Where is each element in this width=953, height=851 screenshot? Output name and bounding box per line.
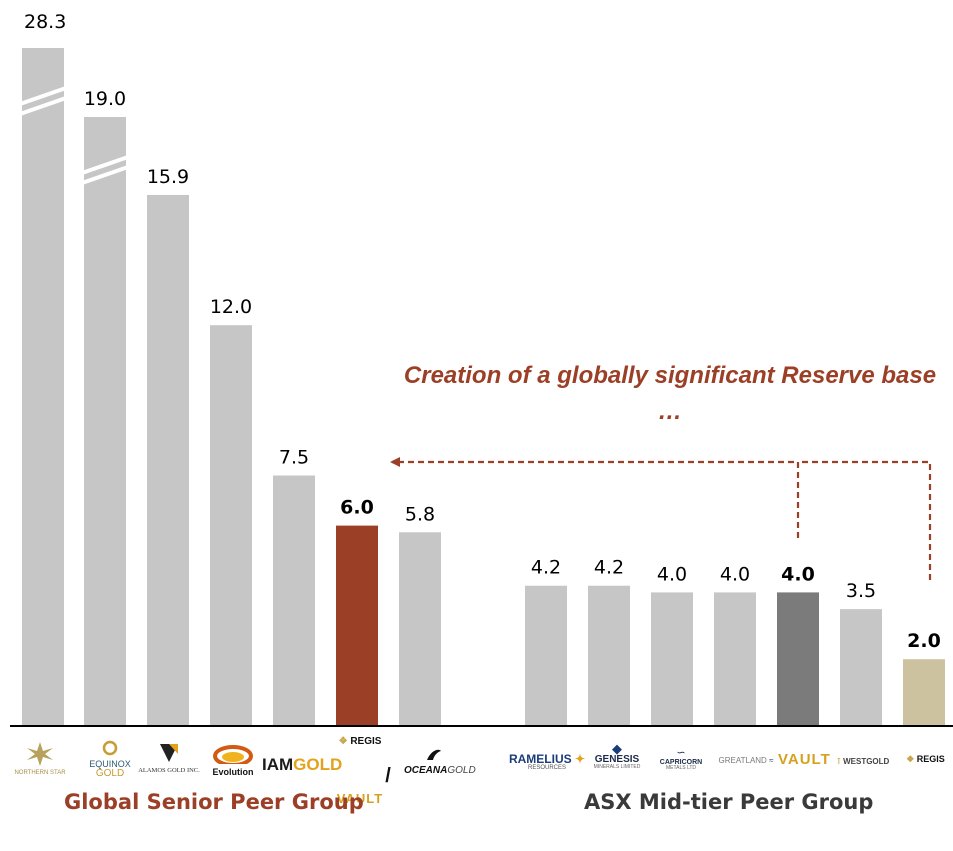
genesis-text: GENESIS [594, 754, 640, 765]
bar-ramelius-resources [525, 585, 567, 726]
alamos-text: ALAMOS GOLD INC. [138, 767, 200, 774]
iam-text: IAM [262, 755, 294, 774]
capricorn-swoosh-icon: ∽ [676, 747, 686, 759]
axis-break-mark [81, 165, 129, 185]
reserve-arrow [390, 457, 932, 580]
iamgold-logo: IAMGOLD [262, 755, 342, 774]
value-label: 12.0 [210, 296, 252, 318]
oceana-text: OCEANA [404, 765, 448, 776]
oceana-gold-text: GOLD [447, 765, 476, 776]
equinox-ring-icon [102, 740, 118, 756]
star-icon [27, 742, 53, 766]
value-label: 7.5 [279, 447, 309, 469]
evolution-arc-icon [213, 745, 253, 767]
axis-break-mark [81, 155, 129, 175]
bar-alamos-gold-inc [147, 194, 189, 726]
asx-peer-group-label: ASX Mid-tier Peer Group [584, 790, 874, 814]
equinox-text: EQUINOX [89, 759, 131, 769]
bar-greatland [714, 592, 756, 726]
value-label: 19.0 [84, 88, 126, 110]
northern-star-text: NORTHERN STAR [14, 770, 66, 776]
value-label: 15.9 [147, 166, 189, 188]
value-label: 3.5 [846, 580, 876, 602]
bars-layer [19, 48, 945, 726]
global-peer-group-label: Global Senior Peer Group [64, 790, 364, 814]
bar-capricorn-metals [651, 592, 693, 726]
equinox-gold-logo: EQUINOX GOLD [88, 740, 132, 779]
westgold-mark-icon: ⊺ [836, 757, 841, 766]
greatland-logo: GREATLAND ≈ [714, 757, 778, 765]
westgold-logo: ⊺ WESTGOLD [830, 758, 896, 766]
slash-separator: / [385, 765, 391, 787]
vault-asx-logo: VAULT [778, 751, 831, 768]
bar-oceanagold [399, 532, 441, 726]
bar-regis [903, 659, 945, 726]
value-label: 28.3 [24, 11, 66, 33]
value-label: 4.0 [657, 563, 687, 585]
oceana-bird-icon [427, 749, 441, 760]
greatland-text: GREATLAND [718, 756, 767, 765]
bar-vault [777, 592, 819, 726]
capricorn-logo: ∽ CAPRICORN METALS LTD [648, 748, 714, 771]
regis-mark-icon: ❖ [338, 736, 348, 747]
capricorn-metals-text: METALS LTD [665, 765, 697, 771]
ramelius-logo: RAMELIUS ✦ RESOURCES [506, 753, 588, 771]
alamos-mark-icon [160, 744, 178, 762]
regis-asx-mark-icon: ❖ [906, 754, 915, 764]
ramelius-leaf-icon: ✦ [574, 752, 586, 766]
westgold-text: WESTGOLD [843, 757, 890, 766]
reserve-annotation: Creation of a globally significant Reser… [403, 362, 937, 425]
bar-westgold [840, 609, 882, 726]
evolution-logo: Evolution [206, 744, 260, 777]
vault-global-logo: VAULT [336, 791, 384, 806]
capricorn-text: CAPRICORN [659, 759, 703, 766]
bar-equinox-gold [84, 117, 126, 726]
regis-asx-text: REGIS [916, 754, 945, 764]
axis-break-mark [19, 96, 67, 116]
value-label: 4.2 [531, 557, 561, 579]
ramelius-text: RAMELIUS [508, 752, 572, 766]
value-labels-layer: 28.3 19.0 15.9 12.0 7.5 6.0 5.8 4.2 4.2 4.0 4.0 4.0… [24, 11, 941, 652]
bar-genesis-minerals [588, 585, 630, 726]
bar-regis-vault [336, 525, 378, 726]
iam-gold-text: GOLD [293, 755, 343, 774]
regis-global-logo: ❖ REGIS [330, 737, 390, 747]
value-label: 4.0 [781, 563, 815, 585]
genesis-logo: ◆ GENESIS MINERALS LIMITED [592, 742, 642, 770]
bar-northern-star [22, 48, 64, 726]
regis-global-text: REGIS [350, 736, 382, 747]
value-label: 6.0 [340, 497, 374, 519]
ramelius-resources-text: RESOURCES [527, 765, 566, 771]
regis-asx-logo: ❖ REGIS [898, 755, 953, 764]
value-label: 5.8 [405, 503, 435, 525]
greatland-wave-icon: ≈ [769, 756, 774, 765]
equinox-gold-text: GOLD [95, 768, 125, 779]
value-label: 4.2 [594, 557, 624, 579]
bar-iamgold [273, 475, 315, 726]
axis-break-mark [19, 86, 67, 106]
alamos-gold-logo: ALAMOS GOLD INC. [132, 742, 206, 775]
genesis-diamond-icon: ◆ [612, 741, 622, 756]
bar-evolution [210, 325, 252, 726]
northern-star-logo: NORTHERN STAR [14, 742, 66, 776]
oceanagold-logo: OCEANAGOLD [404, 748, 476, 776]
evolution-text: Evolution [212, 767, 254, 777]
value-label: 2.0 [907, 630, 941, 652]
genesis-minerals-text: MINERALS LIMITED [593, 764, 641, 770]
value-label: 4.0 [720, 563, 750, 585]
